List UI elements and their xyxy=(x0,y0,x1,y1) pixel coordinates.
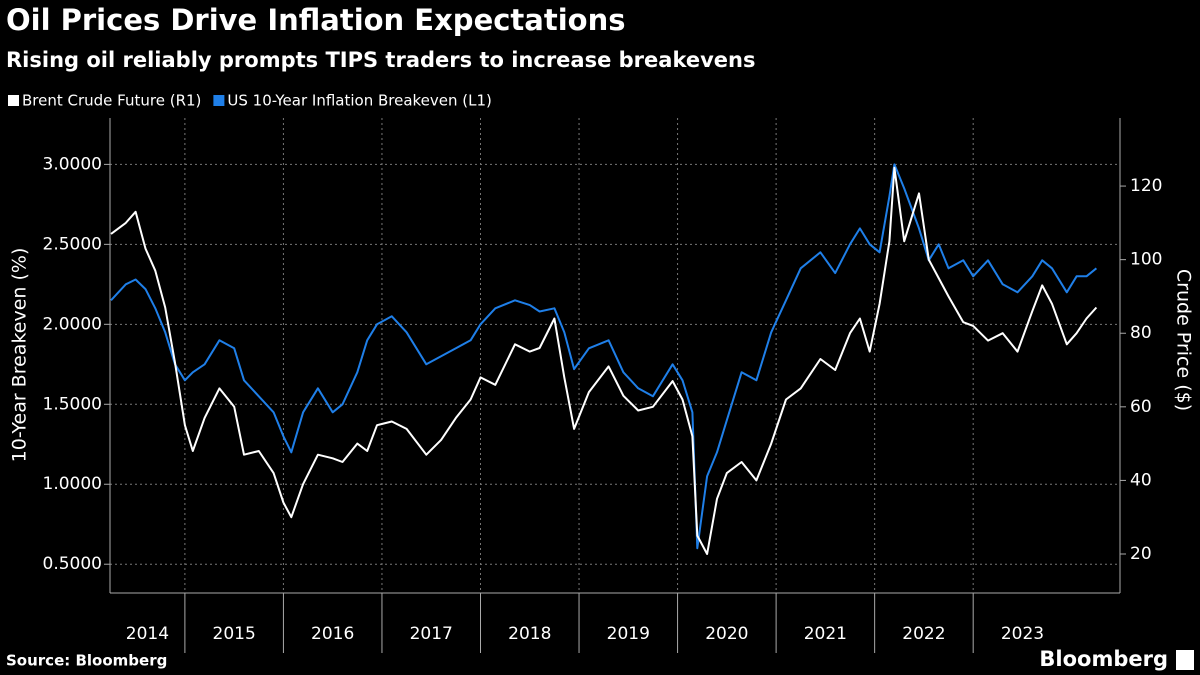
x-tick-label: 2018 xyxy=(508,624,551,644)
y-tick-label: 1.0000 xyxy=(43,474,102,494)
y-tick-label: 1.5000 xyxy=(43,394,102,414)
x-tick-label: 2022 xyxy=(902,624,945,644)
x-tick-label: 2023 xyxy=(1001,624,1044,644)
y-tick-label: 2.5000 xyxy=(43,234,102,254)
x-tick-label: 2016 xyxy=(311,624,354,644)
y-axis-label: 10-Year Breakeven (%) xyxy=(9,248,31,463)
x-tick-label: 2017 xyxy=(410,624,453,644)
brand: Bloomberg xyxy=(1039,647,1168,671)
chart-title: Oil Prices Drive Inflation Expectations xyxy=(6,3,626,37)
y-tick-label: 2.0000 xyxy=(43,314,102,334)
legend-label: US 10-Year Inflation Breakeven (L1) xyxy=(227,92,492,110)
x-tick-label: 2020 xyxy=(705,624,748,644)
y2-tick-label: 80 xyxy=(1130,323,1152,343)
x-tick-label: 2015 xyxy=(213,624,256,644)
y-tick-label: 3.0000 xyxy=(43,154,102,174)
legend-swatch xyxy=(213,95,225,106)
y-tick-label: 0.5000 xyxy=(43,554,102,574)
x-tick-label: 2014 xyxy=(126,624,169,644)
series-line xyxy=(110,163,1098,550)
y2-tick-label: 100 xyxy=(1130,250,1162,270)
y2-tick-label: 60 xyxy=(1130,397,1152,417)
y2-tick-label: 40 xyxy=(1130,470,1152,490)
series-line xyxy=(110,166,1098,555)
y2-tick-label: 120 xyxy=(1130,176,1162,196)
legend-swatch xyxy=(8,95,19,106)
brand-icon xyxy=(1176,650,1194,670)
x-tick-label: 2019 xyxy=(607,624,650,644)
y2-axis-label: Crude Price ($) xyxy=(1173,269,1195,411)
chart-subtitle: Rising oil reliably prompts TIPS traders… xyxy=(6,48,755,72)
source: Source: Bloomberg xyxy=(6,652,167,670)
y2-tick-label: 20 xyxy=(1130,544,1152,564)
legend-label: Brent Crude Future (R1) xyxy=(22,92,201,110)
x-tick-label: 2021 xyxy=(804,624,847,644)
